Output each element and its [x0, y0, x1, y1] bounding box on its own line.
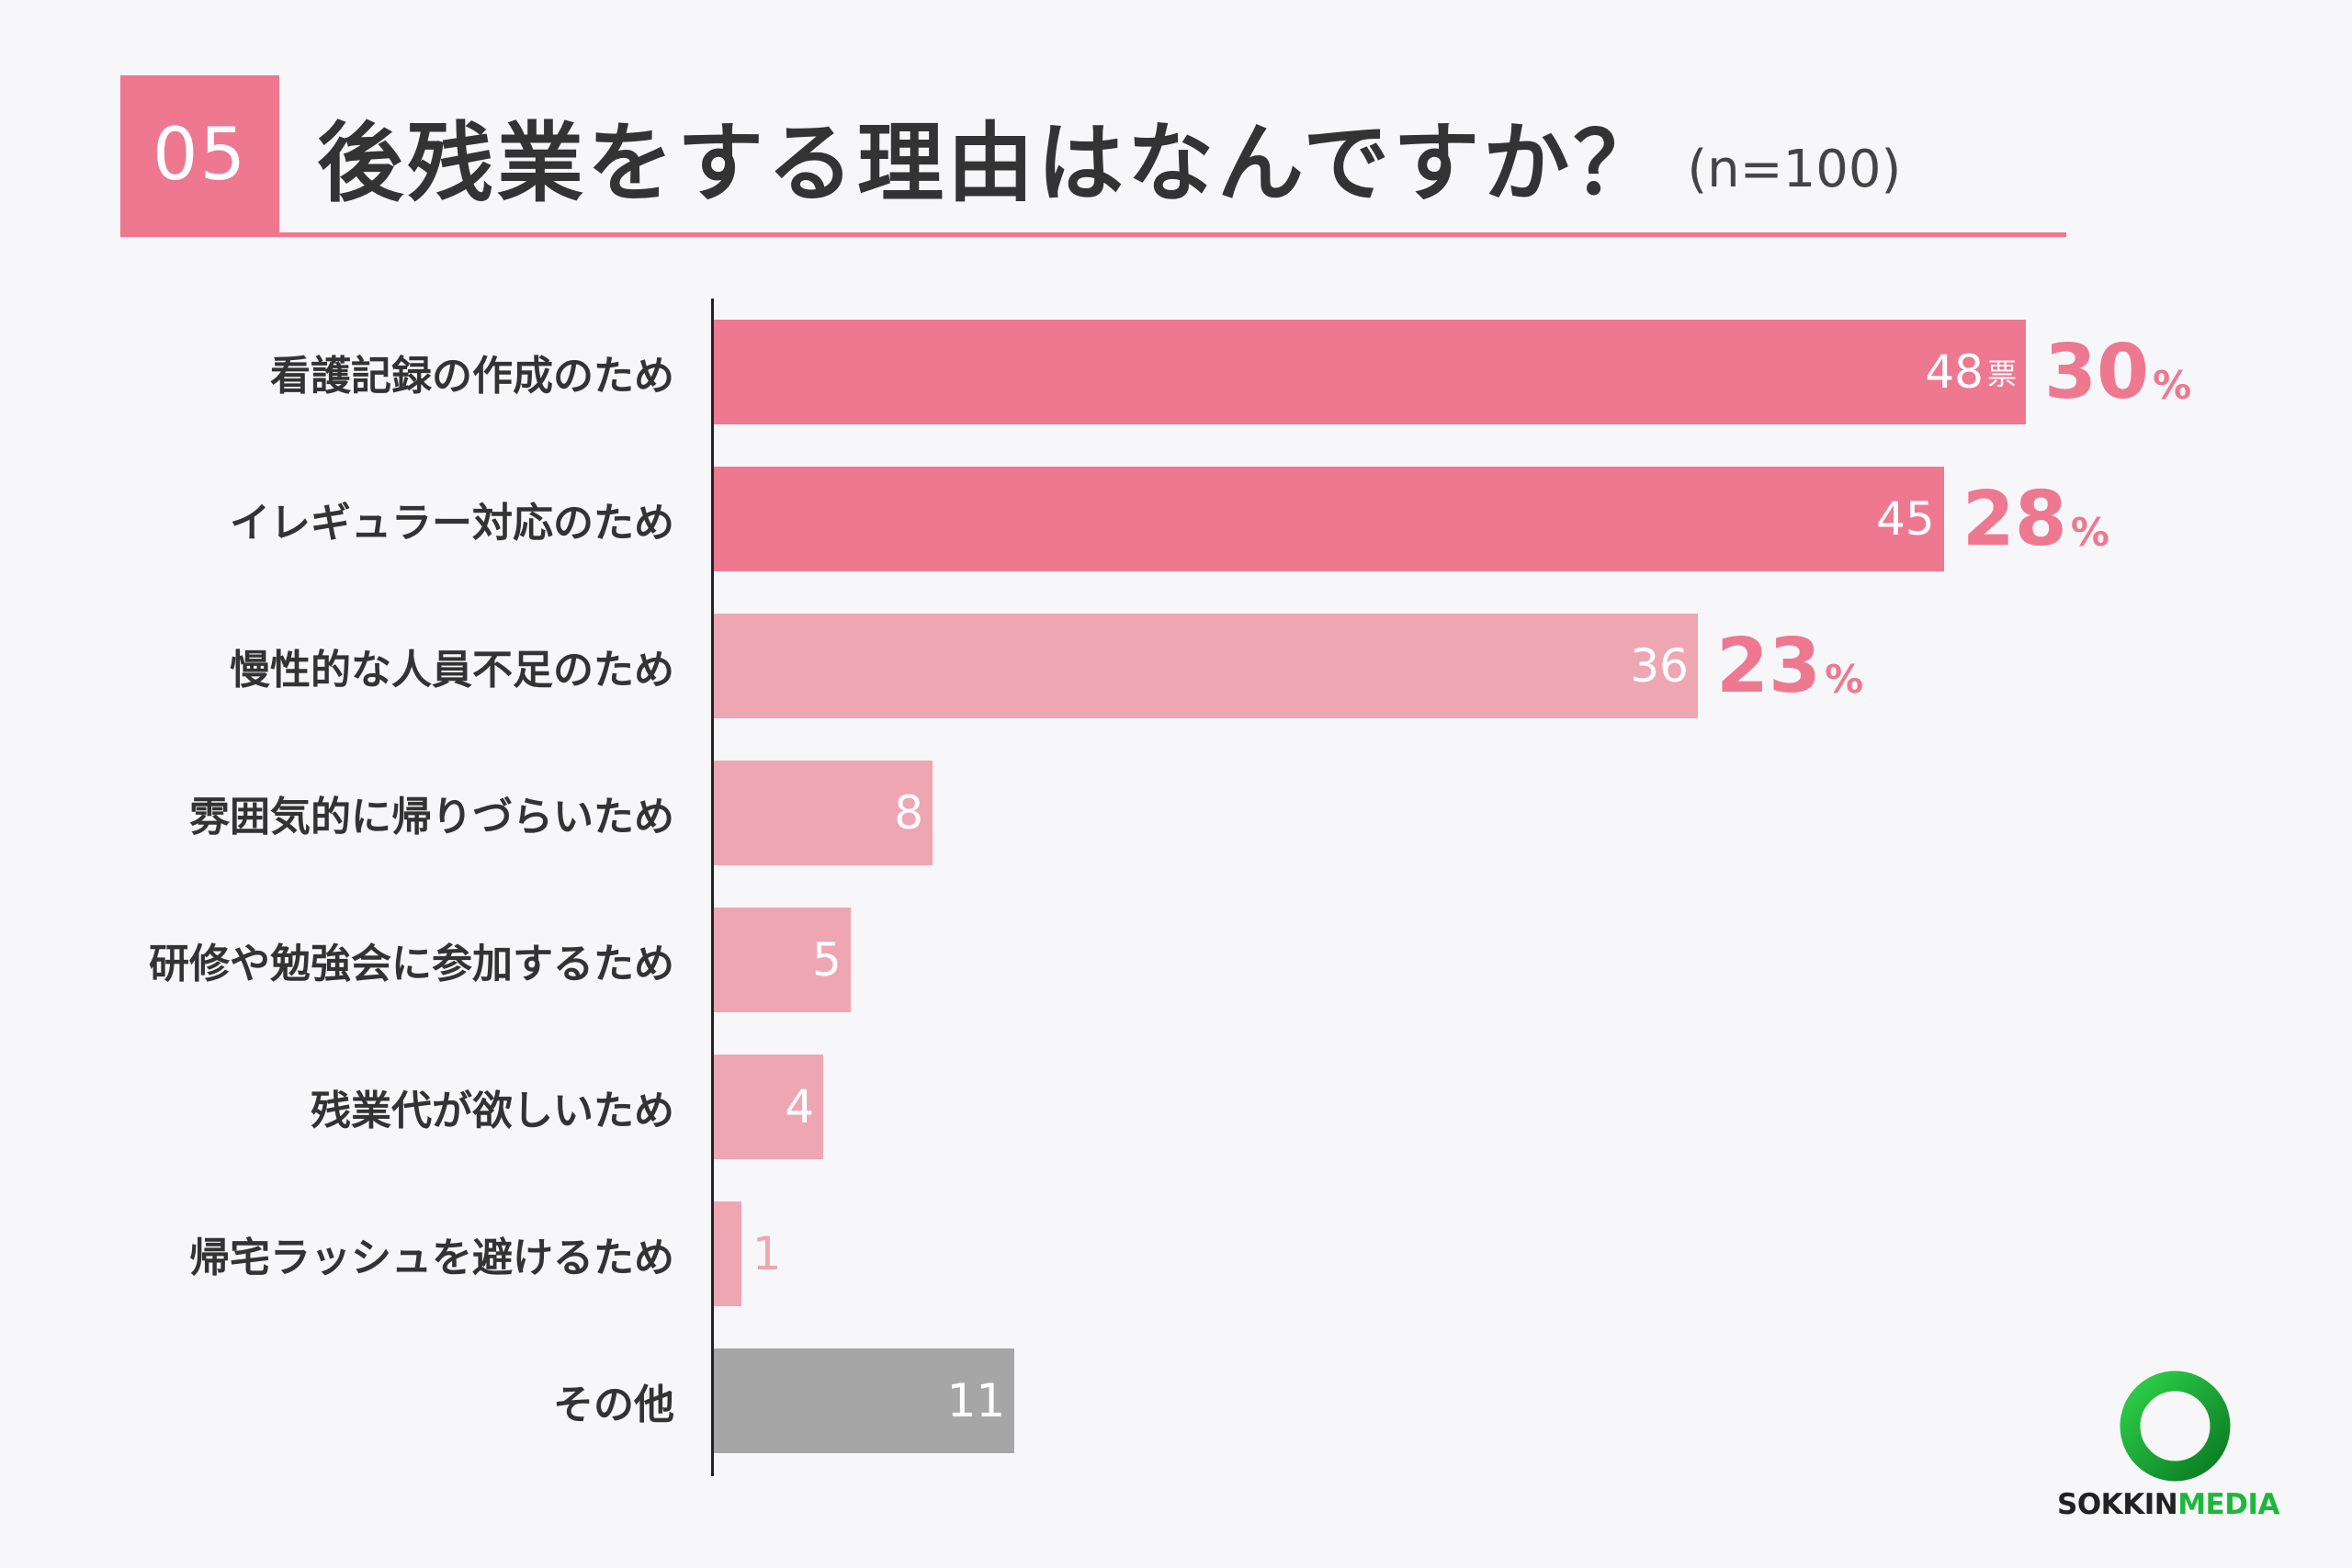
percent-value: 30: [2044, 328, 2150, 416]
bar: [714, 1055, 823, 1159]
bar: [714, 614, 1698, 718]
vote-value: 48: [1925, 345, 1984, 399]
logo-text-media: MEDIA: [2177, 1488, 2279, 1521]
vote-label: 4: [785, 1055, 823, 1159]
category-label: 帰宅ラッシュを避けるため: [189, 1235, 674, 1281]
logo-ring-icon: [2120, 1371, 2231, 1482]
percent-label: 28%: [1962, 467, 2109, 571]
percent-value: 28: [1962, 475, 2067, 563]
vote-label: 8: [894, 761, 933, 865]
vote-value: 1: [752, 1227, 782, 1280]
vote-value: 8: [894, 786, 923, 840]
sample-size: (n=100): [1687, 139, 1902, 199]
vote-unit: 票: [1986, 356, 2017, 391]
bar: [714, 908, 851, 1012]
title-underline: [120, 232, 2066, 237]
vote-label: 5: [812, 908, 851, 1012]
bar: [714, 1201, 741, 1306]
vote-label: 36: [1630, 614, 1698, 718]
vote-label: 11: [947, 1348, 1015, 1453]
vote-value: 11: [946, 1374, 1006, 1427]
category-label: 慢性的な人員不足のため: [230, 647, 674, 694]
category-label: イレギュラー対応のため: [230, 500, 674, 547]
percent-unit: %: [2153, 362, 2192, 408]
percent-value: 23: [1716, 622, 1822, 710]
category-label: 雰囲気的に帰りづらいため: [189, 794, 674, 840]
percent-label: 23%: [1716, 614, 1863, 718]
vote-label: 48 票: [1925, 320, 2026, 424]
category-label: 残業代が欲しいため: [311, 1088, 674, 1134]
question-number-badge: 05: [120, 75, 279, 234]
bar: [714, 761, 933, 865]
bar: [714, 320, 2026, 424]
vote-value: 36: [1630, 639, 1689, 693]
logo-wordmark: SOKKINMEDIA: [2049, 1488, 2288, 1521]
category-label: 看護記録の作成のため: [270, 353, 674, 400]
vote-label: 45: [1876, 467, 1944, 571]
bar: [714, 1348, 1015, 1453]
title-text: 後残業をする理由はなんですか？: [317, 114, 1664, 214]
y-axis-line: [711, 299, 714, 1476]
percent-unit: %: [2070, 509, 2109, 555]
vote-value: 4: [785, 1080, 814, 1134]
bar: [714, 467, 1944, 571]
chart-title: 後残業をする理由はなんですか？ (n=100): [317, 92, 1901, 220]
vote-label: 1: [741, 1201, 782, 1306]
vote-value: 5: [811, 933, 842, 987]
logo-text-sokkin: SOKKIN: [2057, 1488, 2178, 1521]
sokkin-media-logo: SOKKINMEDIA: [2049, 1369, 2288, 1534]
percent-label: 30%: [2044, 320, 2191, 424]
category-label: その他: [553, 1382, 674, 1428]
vote-value: 45: [1876, 492, 1935, 546]
percent-unit: %: [1825, 656, 1864, 702]
category-label: 研修や勉強会に参加するため: [149, 941, 674, 987]
